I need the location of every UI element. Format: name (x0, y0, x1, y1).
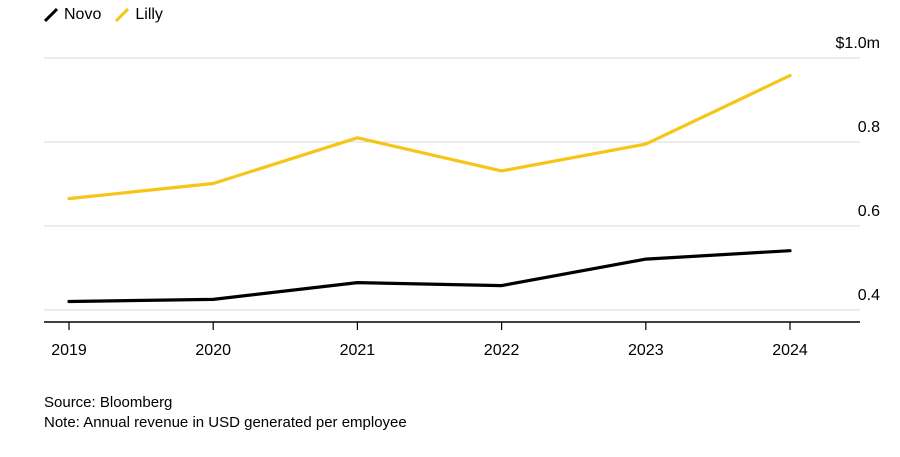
y-tick-label: 0.8 (858, 119, 880, 136)
y-tick-label: $1.0m (836, 35, 880, 52)
x-tick-label: 2024 (772, 342, 808, 359)
legend-item-lilly: Lilly (115, 5, 163, 25)
chart-legend: Novo Lilly (44, 4, 163, 26)
line-chart: 0.4 0.6 0.8 $1.0m 2019 2020 2021 2022 2023 2024 (44, 35, 880, 359)
chart-footer: Source: Bloomberg Note: Annual revenue i… (44, 393, 407, 433)
x-tick-label: 2022 (484, 342, 520, 359)
legend-label-novo: Novo (64, 6, 102, 23)
legend-item-novo: Novo (44, 5, 101, 25)
x-tick-label: 2020 (195, 342, 231, 359)
legend-swatch-novo (44, 8, 58, 22)
y-tick-label: 0.4 (858, 287, 880, 304)
x-tick-label: 2021 (340, 342, 376, 359)
legend-label-lilly: Lilly (135, 6, 163, 23)
chart-note: Note: Annual revenue in USD generated pe… (44, 414, 407, 431)
series-line-lilly (67, 73, 792, 201)
x-tick-label: 2023 (628, 342, 664, 359)
y-tick-label: 0.6 (858, 203, 880, 220)
x-tick-label: 2019 (51, 342, 87, 359)
series-line-novo (67, 249, 792, 304)
legend-swatch-lilly (115, 8, 130, 22)
source-note: Source: Bloomberg (44, 394, 173, 411)
